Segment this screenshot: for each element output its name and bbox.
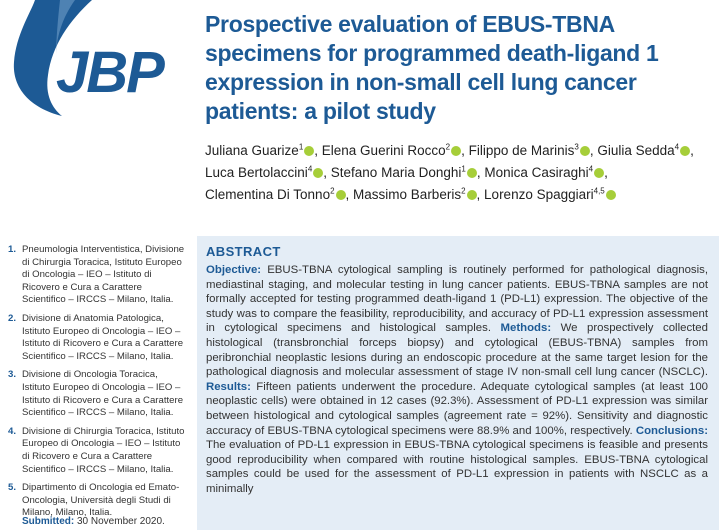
author: Luca Bertolaccini4 — [205, 164, 324, 180]
orcid-icon[interactable] — [451, 146, 462, 156]
author-name: Filippo de Marinis — [468, 143, 575, 158]
abstract-section-text: The evaluation of PD-L1 expression in EB… — [206, 439, 708, 495]
author-affiliation-number: 1 — [461, 164, 466, 174]
affiliation-item: 2. Divisione di Anatomia Patologica, Isti… — [8, 313, 188, 363]
logo-swoosh-shape — [13, 0, 92, 116]
author-affiliation-number: 2 — [445, 142, 451, 152]
abstract-section-label: Results: — [206, 380, 251, 393]
author: Clementina Di Tonno2 — [205, 187, 346, 202]
orcid-icon[interactable] — [466, 190, 477, 200]
orcid-icon[interactable] — [605, 190, 616, 200]
author-affiliation-number: 4 — [307, 164, 313, 174]
submitted-date: Submitted: 30 November 2020. — [22, 516, 165, 527]
submitted-value: 30 November 2020. — [77, 516, 165, 527]
author-name: Juliana Guarize — [205, 143, 299, 158]
affiliation-item: 1. Pneumologia Interventistica, Divisione… — [8, 244, 188, 307]
affiliation-list: 1. Pneumologia Interventistica, Divisione… — [8, 244, 188, 526]
abstract-body: Objective: EBUS-TBNA cytological samplin… — [206, 263, 708, 497]
abstract-section-label: Conclusions: — [635, 424, 708, 437]
author-name: Massimo Barberis — [353, 187, 462, 202]
affiliation-item: 4. Divisione di Chirurgia Toracica, Istit… — [8, 426, 188, 476]
abstract-heading: ABSTRACT — [206, 244, 281, 259]
author-affiliation-number: 4 — [674, 142, 680, 152]
author-name: Stefano Maria Donghi — [330, 165, 462, 180]
affiliation-number: 1. — [8, 244, 17, 255]
abstract-section-text: EBUS-TBNA cytological sampling is routin… — [206, 264, 708, 335]
orcid-icon[interactable] — [594, 168, 605, 178]
author-name: Luca Bertolaccini — [205, 165, 308, 180]
author: Juliana Guarize1 — [205, 142, 315, 158]
author-name: Monica Casiraghi — [484, 165, 589, 180]
author: Giulia Sedda4 — [597, 142, 691, 158]
journal-logo: JBP — [13, 0, 167, 116]
orcid-icon[interactable] — [335, 190, 346, 200]
author-name: Clementina Di Tonno — [205, 187, 331, 202]
abstract-section-label: Methods: — [500, 322, 552, 335]
affiliation-number: 2. — [8, 312, 17, 324]
author-affiliation-number: 4,5 — [593, 186, 605, 196]
author-affiliation-number: 2 — [330, 186, 335, 196]
orcid-icon[interactable] — [680, 146, 691, 156]
author-affiliation-number: 2 — [461, 186, 466, 196]
logo-text: JBP — [56, 40, 165, 105]
author-name: Giulia Sedda — [597, 143, 675, 158]
abstract-section-label: Objective: — [206, 264, 262, 276]
orcid-icon[interactable] — [304, 146, 315, 156]
author: Elena Guerini Rocco2 — [321, 142, 462, 158]
affiliation-item: 3. Divisione di Oncologia Toracica, Istit… — [8, 369, 188, 419]
article-title: Prospective evaluation of EBUS-TBNA spec… — [205, 11, 659, 124]
affiliation-number: 3. — [8, 369, 17, 381]
affiliation-number: 5. — [8, 482, 17, 494]
affiliation-item: 5. Dipartimento di Oncologia ed Emato-Onc… — [8, 482, 188, 520]
affiliation-text: Divisione di Oncologia Toracica, Istitut… — [22, 369, 184, 419]
orcid-icon[interactable] — [313, 168, 324, 178]
author: Filippo de Marinis3 — [469, 143, 590, 158]
abstract-box — [197, 236, 719, 530]
affiliation-text: Divisione di Anatomia Patologica, Istitu… — [22, 312, 184, 362]
author-affiliation-number: 1 — [298, 142, 304, 152]
affiliation-text: Divisione di Chirurgia Toracica, Istitut… — [22, 425, 185, 475]
author-name: Elena Guerini Rocco — [321, 143, 446, 158]
affiliation-text: Dipartimento di Oncologia ed Emato-Oncol… — [22, 482, 180, 519]
orcid-icon[interactable] — [466, 168, 477, 178]
submitted-label: Submitted: — [22, 516, 75, 527]
author: Stefano Maria Donghi1 — [331, 165, 477, 180]
abstract-section-text: Fifteen patients underwent the procedure… — [206, 380, 708, 437]
author-affiliation-number: 4 — [588, 164, 594, 174]
affiliation-text: Pneumologia Interventistica, Divisione d… — [22, 244, 185, 306]
abstract-section-text: We prospectively collected histological … — [206, 322, 708, 379]
affiliation-number: 4. — [8, 425, 17, 437]
orcid-icon[interactable] — [579, 146, 590, 156]
author-list: Juliana Guarize1, Elena Guerini Rocco2, … — [205, 142, 694, 202]
author: Monica Casiraghi4 — [484, 164, 605, 180]
author: Massimo Barberis2 — [353, 186, 477, 202]
author-name: Lorenzo Spaggiari — [484, 187, 594, 202]
author: Lorenzo Spaggiari4,5 — [484, 187, 616, 202]
author-affiliation-number: 3 — [574, 142, 579, 152]
